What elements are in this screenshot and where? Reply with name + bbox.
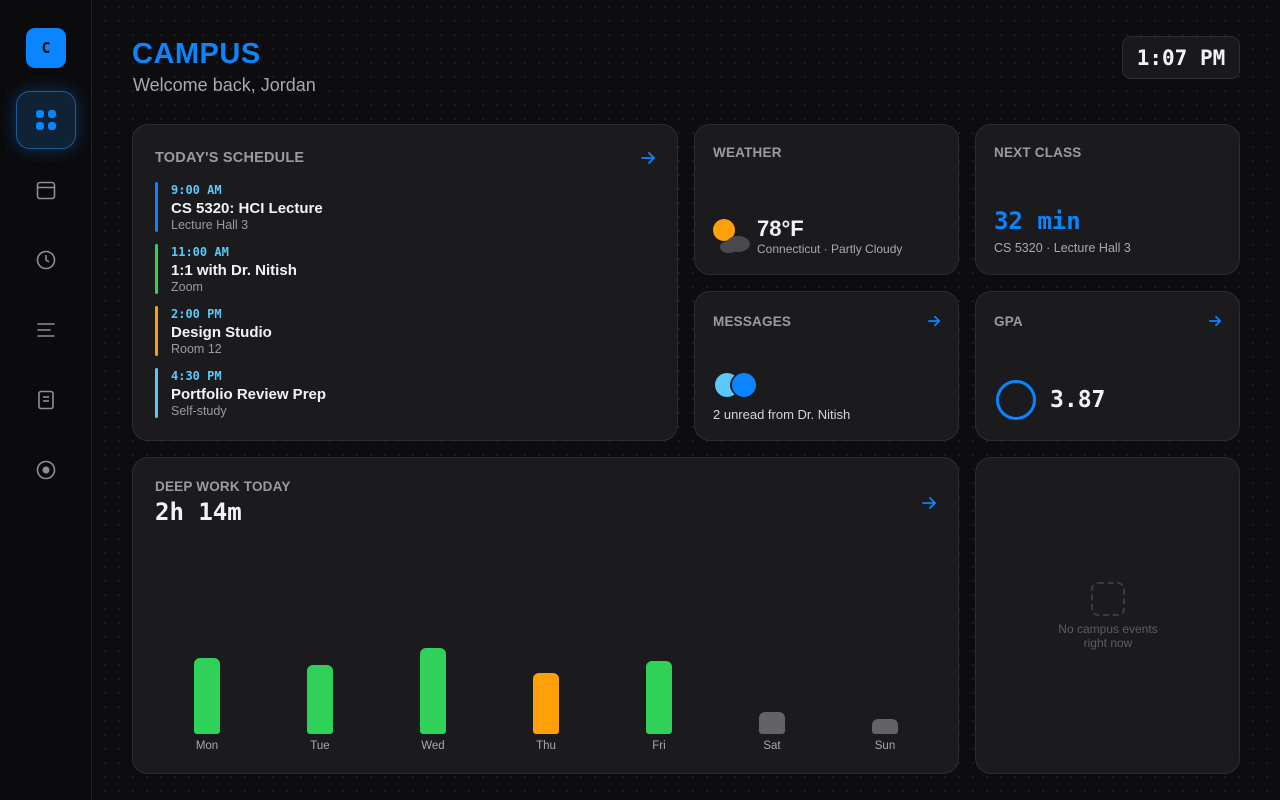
- schedule-time: 11:00 AM: [171, 245, 229, 259]
- deep-work-card: DEEP WORK TODAY 2h 14m Mon Tue Wed Thu Fri Sa…: [132, 457, 959, 774]
- cloud-icon: [720, 236, 750, 253]
- chart-label-tue: Tue: [310, 740, 330, 752]
- weather-description: Connecticut · Partly Cloudy: [757, 242, 903, 256]
- chart-label-wed: Wed: [421, 740, 445, 752]
- schedule-card: TODAY'S SCHEDULE 9:00 AM CS 5320: HCI Le…: [132, 124, 678, 441]
- schedule-event-title: Portfolio Review Prep: [171, 386, 327, 403]
- schedule-color-bar: [155, 182, 158, 232]
- weather-temperature: 78°F: [757, 216, 804, 241]
- schedule-location: Lecture Hall 3: [171, 218, 249, 232]
- calendar-icon: [36, 181, 56, 200]
- schedule-time: 4:30 PM: [171, 369, 222, 383]
- chart-label-mon: Mon: [195, 740, 219, 752]
- app-logo[interactable]: C: [26, 28, 66, 68]
- schedule-item[interactable]: 11:00 AM 1:1 with Dr. Nitish Zoom: [155, 244, 297, 294]
- chart-bar-sun: [872, 719, 898, 734]
- chart-bar-wed: [420, 648, 446, 734]
- sidebar-item-dashboard[interactable]: [16, 91, 76, 149]
- gpa-value: 3.87: [1050, 387, 1106, 413]
- arrow-right-icon: [927, 315, 941, 327]
- schedule-event-title: Design Studio: [171, 324, 272, 341]
- unread-messages-text: 2 unread from Dr. Nitish: [713, 407, 851, 422]
- list-icon: [37, 323, 55, 337]
- chart-label-thu: Thu: [536, 740, 556, 752]
- sidebar-item-tasks[interactable]: [16, 301, 76, 359]
- messages-open-button[interactable]: [925, 312, 943, 330]
- next-class-countdown: 32 min: [994, 207, 1081, 235]
- chart-label-sat: Sat: [763, 740, 781, 752]
- clock-icon: [36, 250, 56, 270]
- sidebar-item-focus[interactable]: [16, 441, 76, 499]
- chart-bar-tue: [307, 665, 333, 734]
- schedule-time: 2:00 PM: [171, 307, 222, 321]
- empty-state-line: right now: [1083, 636, 1133, 650]
- sidebar-item-calendar[interactable]: [16, 161, 76, 219]
- gpa-ring: [996, 380, 1036, 420]
- grid-icon: [36, 110, 56, 130]
- sidebar: C: [0, 0, 92, 800]
- schedule-event-title: 1:1 with Dr. Nitish: [171, 262, 297, 279]
- chart-label-sun: Sun: [874, 740, 896, 752]
- chart-bar-sat: [759, 712, 785, 734]
- next-class-card: NEXT CLASS 32 min CS 5320 · Lecture Hall…: [975, 124, 1240, 275]
- sidebar-item-timer[interactable]: [16, 231, 76, 289]
- schedule-open-button[interactable]: [639, 149, 657, 167]
- sun-icon: [713, 219, 735, 241]
- gpa-open-button[interactable]: [1206, 312, 1224, 330]
- empty-state-line: No campus events: [1058, 622, 1158, 636]
- arrow-right-icon: [641, 152, 655, 164]
- chart-bar-fri: [646, 661, 672, 734]
- schedule-color-bar: [155, 244, 158, 294]
- clock-display: 1:07 PM: [1122, 36, 1240, 79]
- welcome-message: Welcome back, Jordan: [133, 75, 316, 95]
- schedule-color-bar: [155, 368, 158, 418]
- arrow-right-icon: [1208, 315, 1222, 327]
- events-card: No campus events right now: [975, 457, 1240, 774]
- schedule-item[interactable]: 9:00 AM CS 5320: HCI Lecture Lecture Hal…: [155, 182, 323, 232]
- gpa-title: GPA: [994, 314, 1023, 329]
- messages-card: MESSAGES 2 unread from Dr. Nitish: [694, 291, 959, 441]
- schedule-location: Room 12: [171, 342, 222, 356]
- weather-title: WEATHER: [713, 145, 782, 160]
- messages-title: MESSAGES: [713, 314, 792, 329]
- avatar: [732, 373, 756, 397]
- schedule-event-title: CS 5320: HCI Lecture: [171, 200, 323, 217]
- next-class-description: CS 5320 · Lecture Hall 3: [994, 241, 1131, 255]
- deep-work-total: 2h 14m: [155, 498, 242, 526]
- schedule-location: Self-study: [171, 404, 227, 418]
- schedule-color-bar: [155, 306, 158, 356]
- schedule-title: TODAY'S SCHEDULE: [155, 150, 305, 166]
- empty-state-icon: [1091, 582, 1125, 616]
- app-title: CAMPUS: [132, 38, 261, 70]
- schedule-item[interactable]: 4:30 PM Portfolio Review Prep Self-study: [155, 368, 326, 418]
- schedule-item[interactable]: 2:00 PM Design Studio Room 12: [155, 306, 272, 356]
- schedule-location: Zoom: [171, 280, 203, 294]
- deep-work-title: DEEP WORK TODAY: [155, 479, 291, 494]
- schedule-time: 9:00 AM: [171, 183, 222, 197]
- empty-state-text: No campus events right now: [1016, 622, 1200, 650]
- sidebar-item-notes[interactable]: [16, 371, 76, 429]
- document-icon: [38, 390, 54, 410]
- gpa-card: GPA 3.87: [975, 291, 1240, 441]
- target-icon: [36, 460, 56, 480]
- arrow-right-icon: [922, 497, 936, 509]
- weather-card: WEATHER 78°F Connecticut · Partly Cloudy: [694, 124, 959, 275]
- deep-work-open-button[interactable]: [920, 494, 938, 512]
- chart-bar-mon: [194, 658, 220, 734]
- chart-bar-thu: [533, 673, 559, 734]
- next-class-title: NEXT CLASS: [994, 145, 1082, 160]
- chart-label-fri: Fri: [652, 740, 666, 752]
